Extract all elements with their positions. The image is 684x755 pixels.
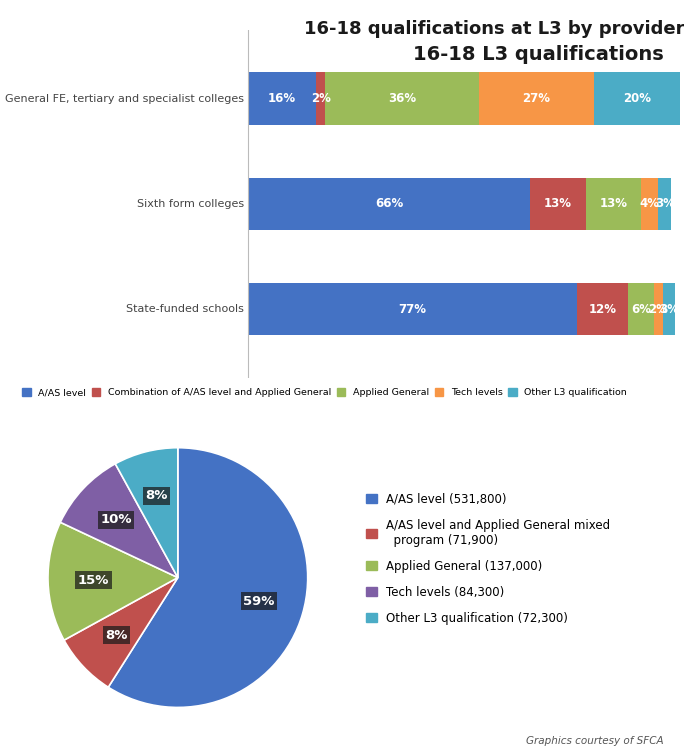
Bar xyxy=(248,283,577,335)
Bar xyxy=(248,177,530,230)
Text: 59%: 59% xyxy=(244,595,274,608)
Bar xyxy=(479,72,594,125)
Bar xyxy=(654,283,663,335)
Text: 4%: 4% xyxy=(640,197,660,211)
Bar xyxy=(586,177,642,230)
Text: 8%: 8% xyxy=(105,629,127,642)
Text: 20%: 20% xyxy=(623,92,651,105)
Text: 15%: 15% xyxy=(78,574,109,587)
Text: 13%: 13% xyxy=(599,197,627,211)
Text: State-funded schools: State-funded schools xyxy=(126,304,244,314)
Bar xyxy=(658,177,671,230)
Bar xyxy=(629,283,654,335)
Text: General FE, tertiary and specialist colleges: General FE, tertiary and specialist coll… xyxy=(5,94,244,103)
Text: Graphics courtesy of SFCA: Graphics courtesy of SFCA xyxy=(526,736,663,746)
Text: 27%: 27% xyxy=(523,92,551,105)
Bar xyxy=(663,283,676,335)
Bar xyxy=(325,72,479,125)
Bar xyxy=(248,72,316,125)
Text: 2%: 2% xyxy=(648,303,668,316)
Wedge shape xyxy=(116,448,178,578)
Text: 66%: 66% xyxy=(375,197,403,211)
Wedge shape xyxy=(64,578,178,687)
Text: 12%: 12% xyxy=(589,303,617,316)
Text: Sixth form colleges: Sixth form colleges xyxy=(137,199,244,209)
Wedge shape xyxy=(48,522,178,640)
Text: 77%: 77% xyxy=(399,303,427,316)
Bar xyxy=(594,72,680,125)
Text: 16%: 16% xyxy=(268,92,296,105)
Text: 13%: 13% xyxy=(544,197,572,211)
Text: 3%: 3% xyxy=(659,303,679,316)
Text: 16-18 qualifications at L3 by provider: 16-18 qualifications at L3 by provider xyxy=(304,20,684,38)
Wedge shape xyxy=(108,448,308,707)
Legend: A/AS level, Combination of A/AS level and Applied General, Applied General, Tech: A/AS level, Combination of A/AS level an… xyxy=(18,384,631,401)
Wedge shape xyxy=(60,464,178,578)
Legend: A/AS level (531,800), A/AS level and Applied General mixed
  program (71,900), A: A/AS level (531,800), A/AS level and App… xyxy=(362,488,615,630)
Text: 36%: 36% xyxy=(388,92,416,105)
Text: 8%: 8% xyxy=(146,489,168,502)
Bar xyxy=(642,177,658,230)
Bar xyxy=(577,283,629,335)
Text: 10%: 10% xyxy=(101,513,132,526)
Bar xyxy=(316,72,325,125)
Text: 3%: 3% xyxy=(655,197,674,211)
Text: 2%: 2% xyxy=(311,92,330,105)
Bar xyxy=(530,177,586,230)
Text: 16-18 L3 qualifications: 16-18 L3 qualifications xyxy=(412,45,663,64)
Text: 6%: 6% xyxy=(631,303,651,316)
